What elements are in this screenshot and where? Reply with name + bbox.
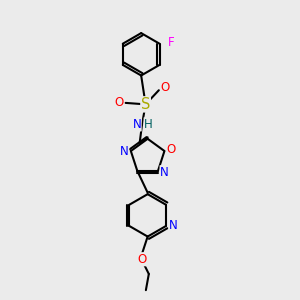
Text: O: O: [161, 81, 170, 94]
Text: H: H: [144, 118, 153, 131]
Text: N: N: [169, 220, 178, 232]
Text: S: S: [141, 97, 150, 112]
Text: O: O: [137, 253, 146, 266]
Text: F: F: [167, 36, 174, 49]
Text: N: N: [120, 145, 129, 158]
Text: O: O: [115, 96, 124, 110]
Text: N: N: [132, 118, 141, 131]
Text: O: O: [166, 143, 176, 156]
Text: N: N: [160, 166, 169, 179]
